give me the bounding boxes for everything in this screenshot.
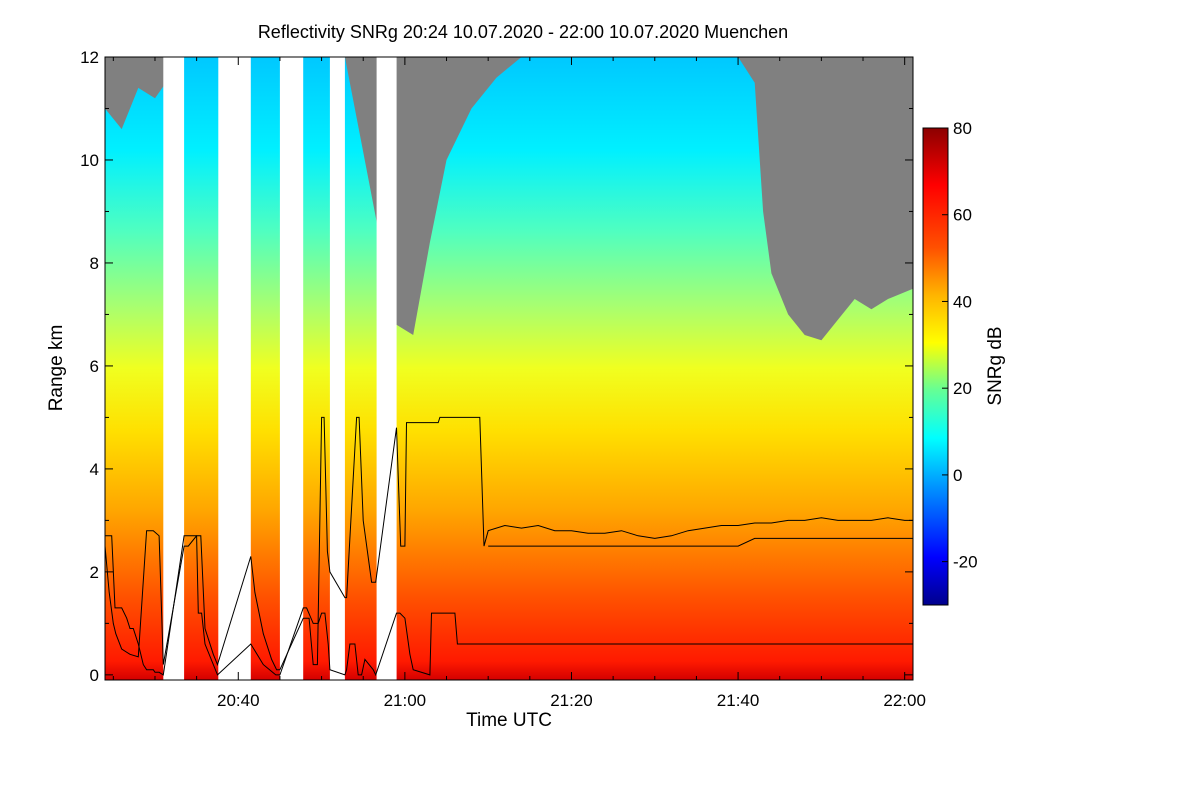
x-tick-label: 22:00	[883, 691, 926, 710]
data-gap-3	[329, 57, 345, 680]
data-gap-1	[218, 57, 251, 680]
plot-area	[105, 57, 913, 680]
colorbar-axis: 80 60 40 20 0 -20	[942, 119, 978, 572]
chart-title: Reflectivity SNRg 20:24 10.07.2020 - 22:…	[258, 22, 788, 42]
series-line-1	[105, 416, 913, 671]
data-gaps	[163, 57, 397, 680]
y-tick-label: 8	[90, 254, 99, 273]
colorbar-tick-label: 80	[953, 119, 972, 138]
colorbar-tick-label: -20	[953, 553, 978, 572]
y-axis: 0 2 4 6 8 10 12	[80, 48, 913, 685]
y-tick-label: 4	[90, 460, 99, 479]
no-signal-region	[105, 57, 913, 341]
y-tick-label: 10	[80, 151, 99, 170]
y-axis-label: Range km	[46, 325, 67, 412]
data-gap-0	[163, 57, 185, 680]
plot-frame	[104, 56, 914, 681]
series-line-0	[105, 535, 913, 677]
x-tick-label: 21:20	[550, 691, 593, 710]
x-tick-label: 21:40	[717, 691, 760, 710]
x-axis: 20:40 21:00 21:20 21:40 22:00	[112, 57, 926, 710]
colorbar-tick-label: 60	[953, 206, 972, 225]
y-tick-label: 0	[90, 666, 99, 685]
series-line-2	[488, 537, 913, 547]
x-tick-label: 20:40	[217, 691, 260, 710]
x-tick-label: 21:00	[384, 691, 427, 710]
y-tick-label: 2	[90, 563, 99, 582]
x-axis-label: Time UTC	[466, 710, 552, 731]
data-gap-2	[279, 57, 304, 680]
colorbar	[922, 127, 949, 606]
y-tick-label: 6	[90, 357, 99, 376]
series-lines	[105, 416, 913, 677]
colorbar-tick-label: 20	[953, 379, 972, 398]
y-tick-label: 12	[80, 48, 99, 67]
colorbar-tick-label: 0	[953, 466, 962, 485]
colorbar-label: SNRg dB	[985, 326, 1006, 405]
colorbar-tick-label: 40	[953, 292, 972, 311]
data-gap-4	[376, 57, 397, 680]
